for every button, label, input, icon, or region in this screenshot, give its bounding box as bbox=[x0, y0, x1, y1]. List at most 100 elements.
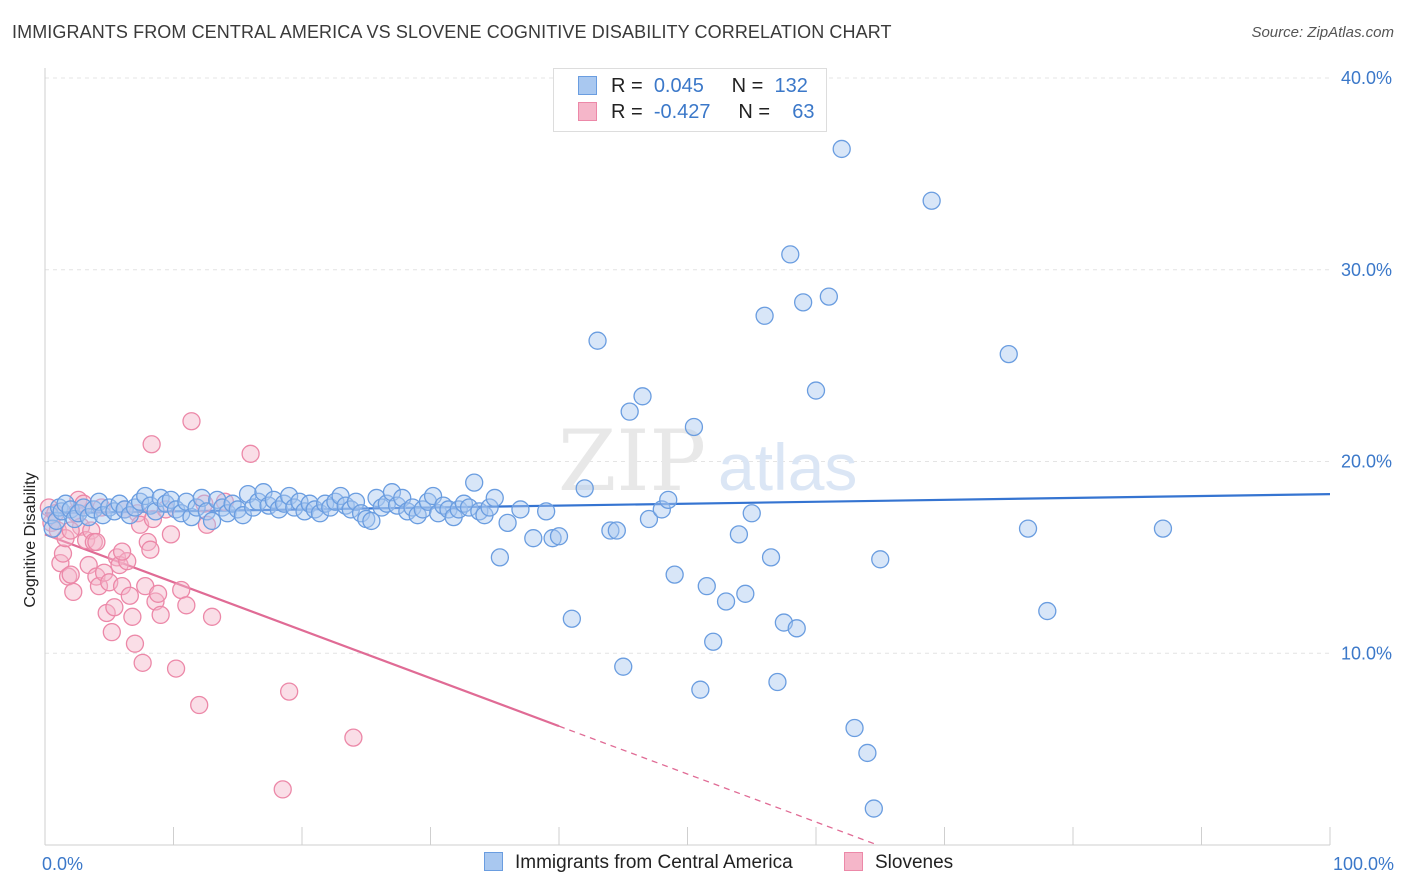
legend-r-label: R = bbox=[611, 101, 643, 123]
point-slovenes-16 bbox=[82, 521, 101, 540]
point-central-america-111 bbox=[697, 576, 716, 596]
axes bbox=[44, 68, 1331, 846]
gridlines bbox=[45, 77, 1330, 654]
watermark-atlas: atlas bbox=[718, 430, 857, 504]
point-central-america-32 bbox=[192, 488, 211, 508]
point-slovenes-58 bbox=[344, 728, 363, 747]
x-tick-label-1: 100.0% bbox=[1333, 854, 1394, 874]
point-central-america-104 bbox=[639, 509, 659, 529]
bottom-legend-central-america: Immigrants from Central America bbox=[484, 852, 793, 874]
watermark: ZIP bbox=[558, 412, 706, 510]
legend-r-value: -0.427 bbox=[653, 101, 711, 123]
bottom-legend-swatch-pink bbox=[844, 852, 863, 871]
point-central-america-49 bbox=[279, 486, 299, 506]
point-central-america-39 bbox=[228, 500, 247, 519]
y-tick-label-0: 10.0% bbox=[1341, 643, 1392, 663]
point-central-america-91 bbox=[498, 513, 517, 533]
trend-line-slovenes-extension bbox=[558, 725, 878, 846]
point-central-america-113 bbox=[716, 592, 736, 611]
point-central-america-69 bbox=[382, 483, 402, 502]
point-central-america-5 bbox=[56, 494, 75, 513]
point-slovenes-8 bbox=[61, 565, 80, 584]
point-central-america-97 bbox=[562, 609, 581, 628]
point-central-america-62 bbox=[346, 492, 366, 511]
point-central-america-96 bbox=[549, 527, 569, 546]
point-slovenes-44 bbox=[142, 435, 161, 454]
legend-r-label: R = bbox=[611, 75, 643, 97]
point-slovenes-39 bbox=[141, 540, 160, 559]
point-central-america-38 bbox=[223, 494, 242, 513]
point-slovenes-55 bbox=[241, 444, 260, 463]
bottom-legend-label: Immigrants from Central America bbox=[515, 852, 793, 873]
point-slovenes-47 bbox=[166, 659, 186, 678]
y-tick-label-1: 20.0% bbox=[1341, 452, 1392, 472]
point-slovenes-49 bbox=[177, 596, 196, 615]
point-central-america-36 bbox=[213, 498, 232, 517]
point-slovenes-5 bbox=[53, 544, 73, 563]
point-central-america-105 bbox=[633, 387, 652, 406]
point-central-america-84 bbox=[459, 498, 479, 517]
point-slovenes-53 bbox=[202, 607, 222, 626]
point-slovenes-30 bbox=[118, 552, 137, 571]
point-slovenes-61 bbox=[61, 521, 80, 540]
bottom-legend-swatch-blue bbox=[484, 852, 503, 871]
legend-row-central-america: R = 0.045 N = 132 bbox=[578, 75, 808, 101]
point-central-america-100 bbox=[601, 521, 620, 540]
point-central-america-108 bbox=[665, 565, 684, 584]
series-central-america-points bbox=[40, 139, 1173, 818]
point-central-america-132 bbox=[999, 344, 1018, 364]
stats-legend: R = 0.045 N = 132 R = -0.427 N = 63 bbox=[553, 68, 827, 132]
point-central-america-117 bbox=[755, 306, 774, 325]
point-central-america-93 bbox=[524, 529, 543, 548]
trend-lines bbox=[44, 492, 1331, 846]
point-central-america-118 bbox=[761, 548, 781, 567]
series-slovenes-points bbox=[39, 412, 363, 799]
point-central-america-124 bbox=[806, 381, 826, 400]
source-credit: Source: ZipAtlas.com bbox=[1251, 24, 1394, 41]
point-central-america-42 bbox=[244, 498, 263, 517]
point-slovenes-21 bbox=[94, 563, 114, 582]
point-central-america-94 bbox=[537, 502, 556, 521]
point-slovenes-36 bbox=[133, 653, 152, 672]
point-central-america-129 bbox=[864, 799, 883, 818]
legend-n-label: N = bbox=[738, 101, 771, 123]
bottom-legend-slovenes: Slovenes bbox=[844, 852, 953, 874]
point-central-america-119 bbox=[768, 672, 787, 692]
legend-swatch-pink bbox=[578, 102, 597, 121]
point-central-america-125 bbox=[819, 287, 838, 306]
point-slovenes-62 bbox=[112, 542, 132, 561]
y-tick-label-3: 40.0% bbox=[1341, 68, 1392, 88]
point-central-america-58 bbox=[326, 492, 345, 511]
point-central-america-109 bbox=[684, 417, 704, 437]
point-central-america-114 bbox=[729, 525, 749, 544]
legend-n-value: 63 bbox=[792, 101, 815, 123]
point-slovenes-56 bbox=[273, 780, 292, 799]
point-central-america-133 bbox=[1018, 519, 1038, 538]
point-slovenes-28 bbox=[112, 576, 132, 596]
point-central-america-112 bbox=[704, 632, 723, 651]
point-central-america-131 bbox=[922, 191, 941, 210]
point-central-america-21 bbox=[136, 486, 155, 506]
point-central-america-134 bbox=[1038, 601, 1057, 621]
legend-n-value: 132 bbox=[774, 75, 808, 97]
point-central-america-95 bbox=[543, 529, 562, 548]
legend-n-label: N = bbox=[731, 75, 764, 97]
trend-line-slovenes bbox=[44, 533, 560, 728]
legend-r-value: 0.045 bbox=[653, 75, 704, 97]
point-central-america-99 bbox=[588, 331, 607, 350]
point-central-america-88 bbox=[480, 498, 499, 517]
point-central-america-130 bbox=[871, 550, 890, 569]
point-central-america-74 bbox=[408, 506, 427, 525]
point-slovenes-51 bbox=[190, 695, 209, 715]
point-central-america-31 bbox=[187, 498, 206, 517]
point-central-america-135 bbox=[1153, 519, 1173, 538]
point-central-america-90 bbox=[490, 548, 510, 567]
point-central-america-20 bbox=[130, 492, 150, 511]
point-central-america-116 bbox=[742, 504, 761, 523]
point-slovenes-33 bbox=[125, 634, 145, 653]
legend-swatch-blue bbox=[578, 76, 597, 95]
point-central-america-34 bbox=[202, 511, 222, 531]
x-tick-labels: 0.0% 100.0% bbox=[42, 854, 1394, 874]
point-central-america-128 bbox=[858, 743, 877, 763]
